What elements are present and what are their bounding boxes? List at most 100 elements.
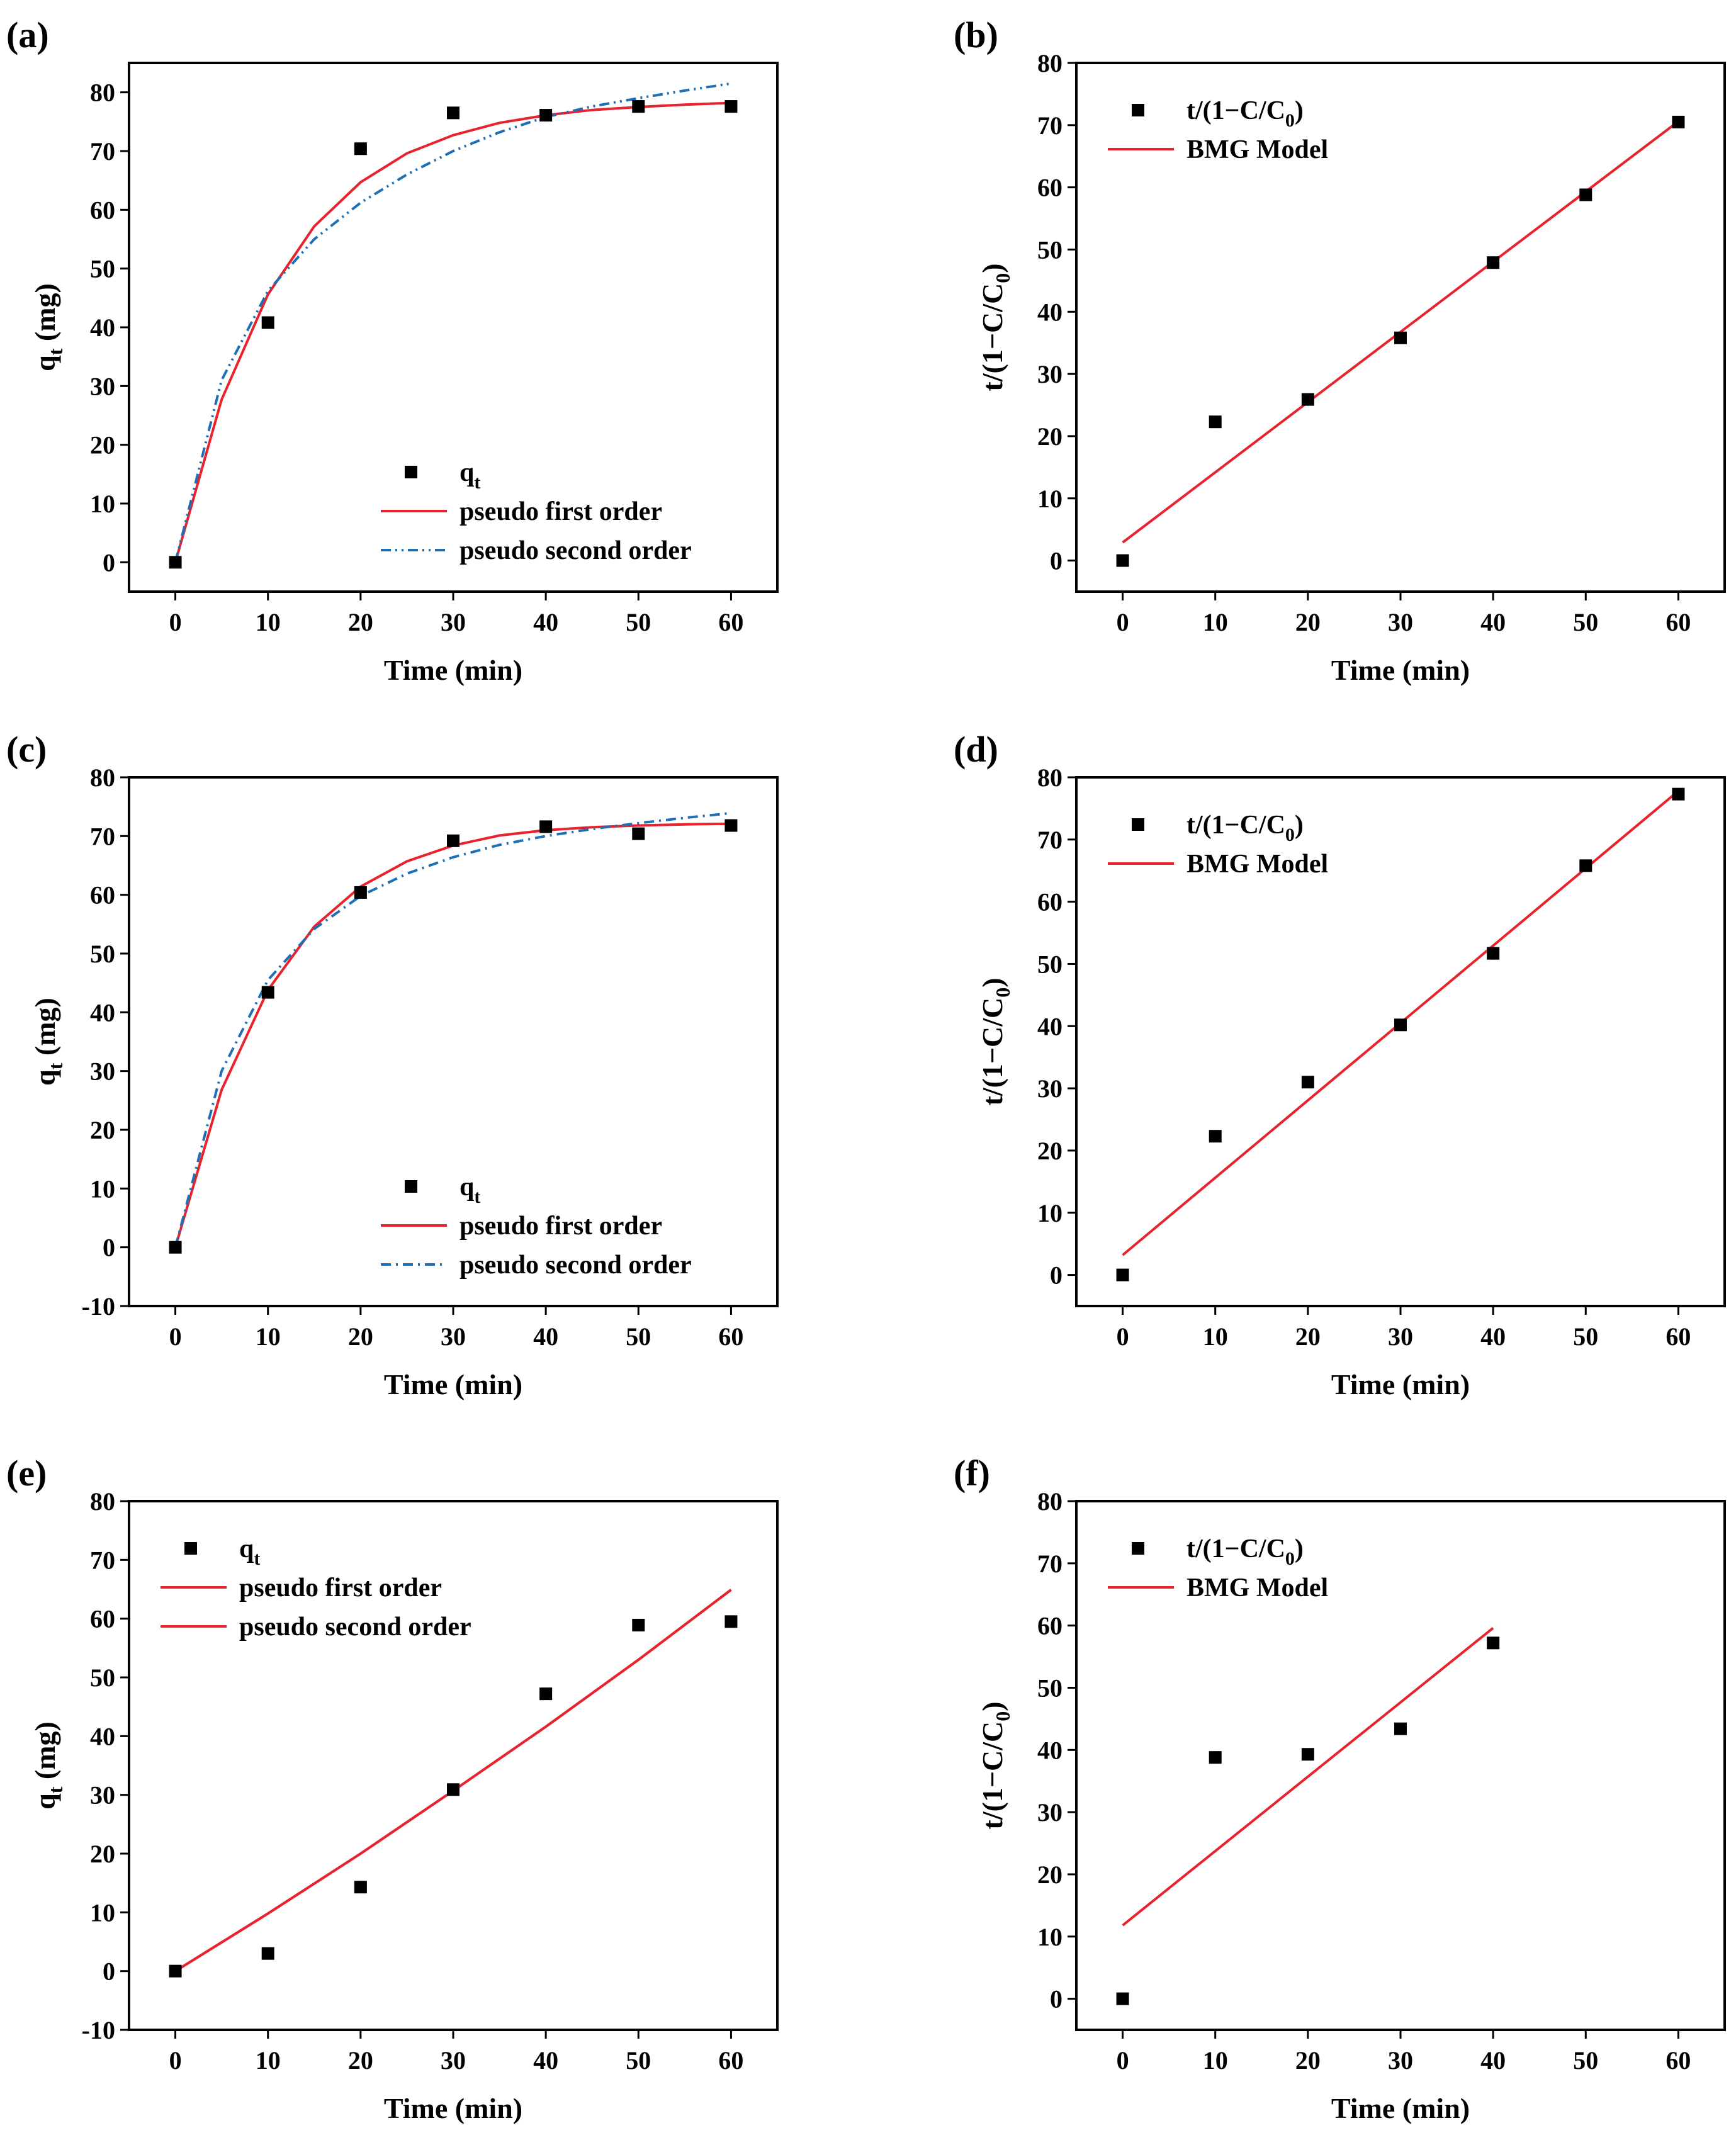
x-axis-title: Time (min) xyxy=(1331,1368,1470,1400)
data-point xyxy=(539,109,553,122)
x-tick-label: 50 xyxy=(626,608,651,636)
y-tick-label: 10 xyxy=(1037,1923,1062,1951)
legend-label: qt xyxy=(459,1173,480,1207)
x-tick-label: 30 xyxy=(1388,2046,1413,2075)
chart-panel-d: (d) 0 10 20 30 40 50 60 0 10 20 30 40 50 60 70 80 Time (m… xyxy=(954,729,1726,1400)
legend-marker xyxy=(405,466,417,478)
y-tick-label: 60 xyxy=(1037,888,1062,916)
data-point xyxy=(261,316,274,329)
y-tick-label: 60 xyxy=(1037,174,1062,202)
chart-panel-a: (a) 0 10 20 30 40 50 60 0 10 20 30 40 50 60 70 80 Time (m… xyxy=(6,14,779,686)
x-tick-label: 0 xyxy=(169,2046,182,2075)
y-tick-label: 20 xyxy=(90,431,115,459)
y-tick-label: 0 xyxy=(1050,1261,1062,1290)
data-point xyxy=(1394,1722,1407,1735)
y-tick-label: 10 xyxy=(1037,485,1062,513)
legend-label-main: q xyxy=(459,1173,474,1202)
plot-frame xyxy=(1075,776,1726,1307)
series-line-pseudo-second-order xyxy=(174,811,731,1248)
y-axis-title-sub: t xyxy=(44,348,67,355)
y-axis-title-main: t/(1−C/C xyxy=(976,998,1008,1106)
y-axis-title-main: q xyxy=(29,355,61,371)
data-point xyxy=(354,142,367,155)
y-axis-title-sub: 0 xyxy=(991,988,1014,998)
x-tick-label: 30 xyxy=(441,2046,466,2075)
legend-label-main: q xyxy=(239,1535,254,1563)
data-point xyxy=(354,886,367,899)
data-point xyxy=(1209,1130,1222,1143)
y-tick-label: 60 xyxy=(1037,1612,1062,1640)
y-tick-label: 10 xyxy=(1037,1199,1062,1227)
y-axis-title-main: t/(1−C/C xyxy=(976,1721,1008,1830)
y-tick-label: 20 xyxy=(1037,1137,1062,1165)
x-tick-label: 0 xyxy=(1117,1322,1129,1351)
y-tick-label: 0 xyxy=(103,1234,115,1262)
x-axis-title: Time (min) xyxy=(384,654,522,686)
legend-label: BMG Model xyxy=(1186,850,1328,879)
chart-panel-e: (e) 0 10 20 30 40 50 60 -10 0 10 20 30 40 50 60 70 80 Time… xyxy=(6,1453,779,2124)
y-axis-title: t/(1−C/C0) xyxy=(976,1701,1014,1829)
x-tick-label: 20 xyxy=(348,2046,373,2075)
data-point xyxy=(632,827,645,840)
y-tick-label: 80 xyxy=(1037,763,1062,792)
y-tick-label: 30 xyxy=(90,372,115,400)
legend-label: t/(1−C/C0) xyxy=(1186,1535,1304,1569)
data-point xyxy=(1672,787,1685,801)
legend-label-sub: t xyxy=(474,1186,480,1207)
y-tick-label: 10 xyxy=(90,490,115,518)
series-line-pseudo-first-order xyxy=(174,1589,732,1973)
data-point xyxy=(1209,415,1222,429)
y-axis-title-tail: ) xyxy=(976,263,1008,273)
y-tick-label: 50 xyxy=(90,255,115,283)
y-tick-label: 70 xyxy=(1037,111,1062,140)
data-point xyxy=(169,1964,182,1978)
y-tick-label: 20 xyxy=(90,1840,115,1868)
y-tick-label: 30 xyxy=(1037,1074,1062,1103)
data-point xyxy=(261,986,274,999)
data-point xyxy=(354,1881,367,1894)
x-tick-label: 60 xyxy=(718,1322,743,1351)
data-point xyxy=(447,106,459,120)
legend-label-tail: ) xyxy=(1295,1535,1304,1563)
x-tick-label: 20 xyxy=(1295,1322,1321,1351)
legend-label: BMG Model xyxy=(1186,1574,1328,1602)
data-point xyxy=(1116,1268,1129,1281)
legend-label-tail: ) xyxy=(1295,96,1304,125)
y-tick-label: 30 xyxy=(1037,1798,1062,1827)
data-point xyxy=(724,100,738,113)
x-tick-label: 10 xyxy=(1203,608,1228,636)
x-tick-label: 10 xyxy=(256,2046,281,2075)
legend-marker xyxy=(405,1180,417,1193)
y-tick-label: 20 xyxy=(90,1116,115,1144)
x-tick-label: 0 xyxy=(1117,2046,1129,2075)
x-tick-label: 20 xyxy=(348,608,373,636)
y-tick-label: 50 xyxy=(90,1664,115,1692)
x-tick-label: 50 xyxy=(626,2046,651,2075)
data-point xyxy=(261,1947,274,1960)
x-axis-title: Time (min) xyxy=(1331,2092,1470,2124)
data-point xyxy=(539,820,553,833)
legend-marker xyxy=(1132,1542,1144,1555)
panel-label: (e) xyxy=(6,1453,47,1494)
x-axis-title: Time (min) xyxy=(384,1368,522,1400)
y-tick-label: 60 xyxy=(90,1605,115,1633)
x-tick-label: 60 xyxy=(1666,608,1691,636)
series-line-pseudo-second-order xyxy=(174,82,731,563)
plot-frame xyxy=(128,62,779,593)
series-line-pseudo-first-order xyxy=(174,822,731,1248)
chart-panel-f: (f) 0 10 20 30 40 50 60 0 10 20 30 40 50 60 70 80 Time (m… xyxy=(954,1453,1726,2124)
data-point xyxy=(169,1241,182,1254)
legend-label-sub: 0 xyxy=(1285,1548,1295,1569)
y-tick-label: 70 xyxy=(90,137,115,166)
data-point xyxy=(1487,947,1500,960)
y-tick-label: 40 xyxy=(1037,298,1062,326)
y-axis-title: qt (mg) xyxy=(29,1721,67,1810)
y-tick-label: 80 xyxy=(1037,49,1062,77)
x-tick-label: 40 xyxy=(1480,2046,1506,2075)
data-point xyxy=(1116,1992,1129,2005)
y-tick-label: 0 xyxy=(1050,1985,1062,2013)
y-tick-label: 70 xyxy=(90,822,115,850)
y-axis-title-main: q xyxy=(29,1069,61,1086)
x-tick-label: 0 xyxy=(169,1322,182,1351)
